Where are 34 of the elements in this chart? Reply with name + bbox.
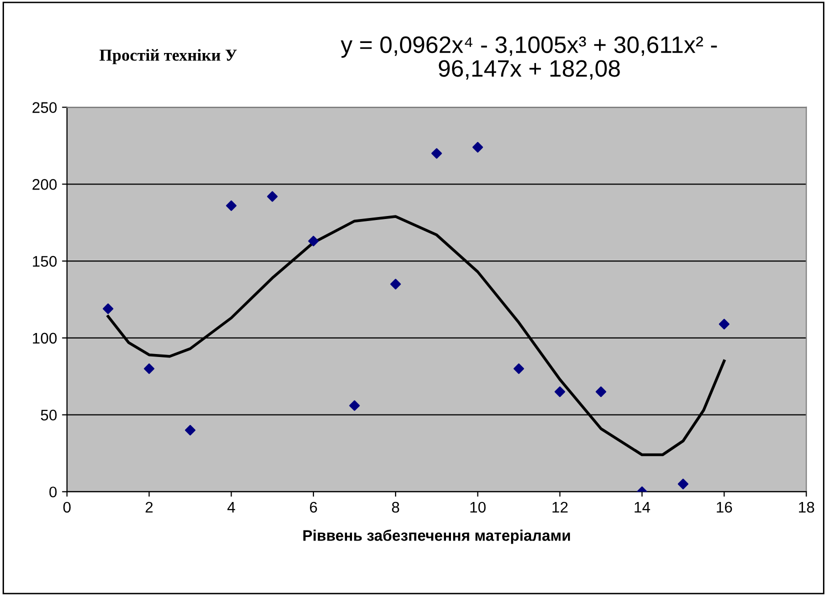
point	[472, 142, 484, 153]
point	[102, 303, 114, 314]
y-tick-label: 100	[32, 332, 57, 344]
point	[554, 386, 566, 398]
point	[678, 478, 688, 490]
x-axis-title: Ріввень забезпечення матеріалами	[303, 530, 570, 544]
point	[390, 278, 401, 290]
y-tick-label: 250	[32, 102, 57, 113]
point	[144, 363, 154, 374]
y-tick-label: 150	[32, 256, 57, 267]
x-tick-label: 8	[392, 502, 400, 513]
y-tick-label: 200	[32, 179, 57, 190]
x-tick-label: 4	[227, 502, 236, 512]
point	[514, 363, 524, 374]
point	[431, 148, 442, 159]
point	[308, 236, 319, 246]
chart-title: Простій техніки У	[100, 49, 237, 64]
point	[718, 318, 730, 330]
point	[267, 191, 278, 202]
text: y = 0,0962x⁴ - 3,1005x³ + 30,611x² - 96,147x + 182,08	[340, 36, 717, 80]
x-tick-label: 18	[798, 502, 814, 513]
point	[596, 386, 606, 398]
point	[349, 400, 360, 411]
x-tick-label: 6	[310, 502, 318, 513]
x-tick-label: 2	[146, 502, 153, 512]
point	[226, 200, 237, 211]
x-tick-label: 12	[552, 502, 568, 512]
y-tick-label: 50	[40, 410, 57, 420]
x-tick-label: 14	[634, 502, 650, 512]
point	[184, 424, 196, 436]
y-tick-label: 0	[49, 486, 57, 498]
x-tick-label: 0	[63, 502, 71, 513]
x-tick-label: 16	[716, 502, 732, 513]
x-tick-label: 10	[470, 502, 486, 513]
